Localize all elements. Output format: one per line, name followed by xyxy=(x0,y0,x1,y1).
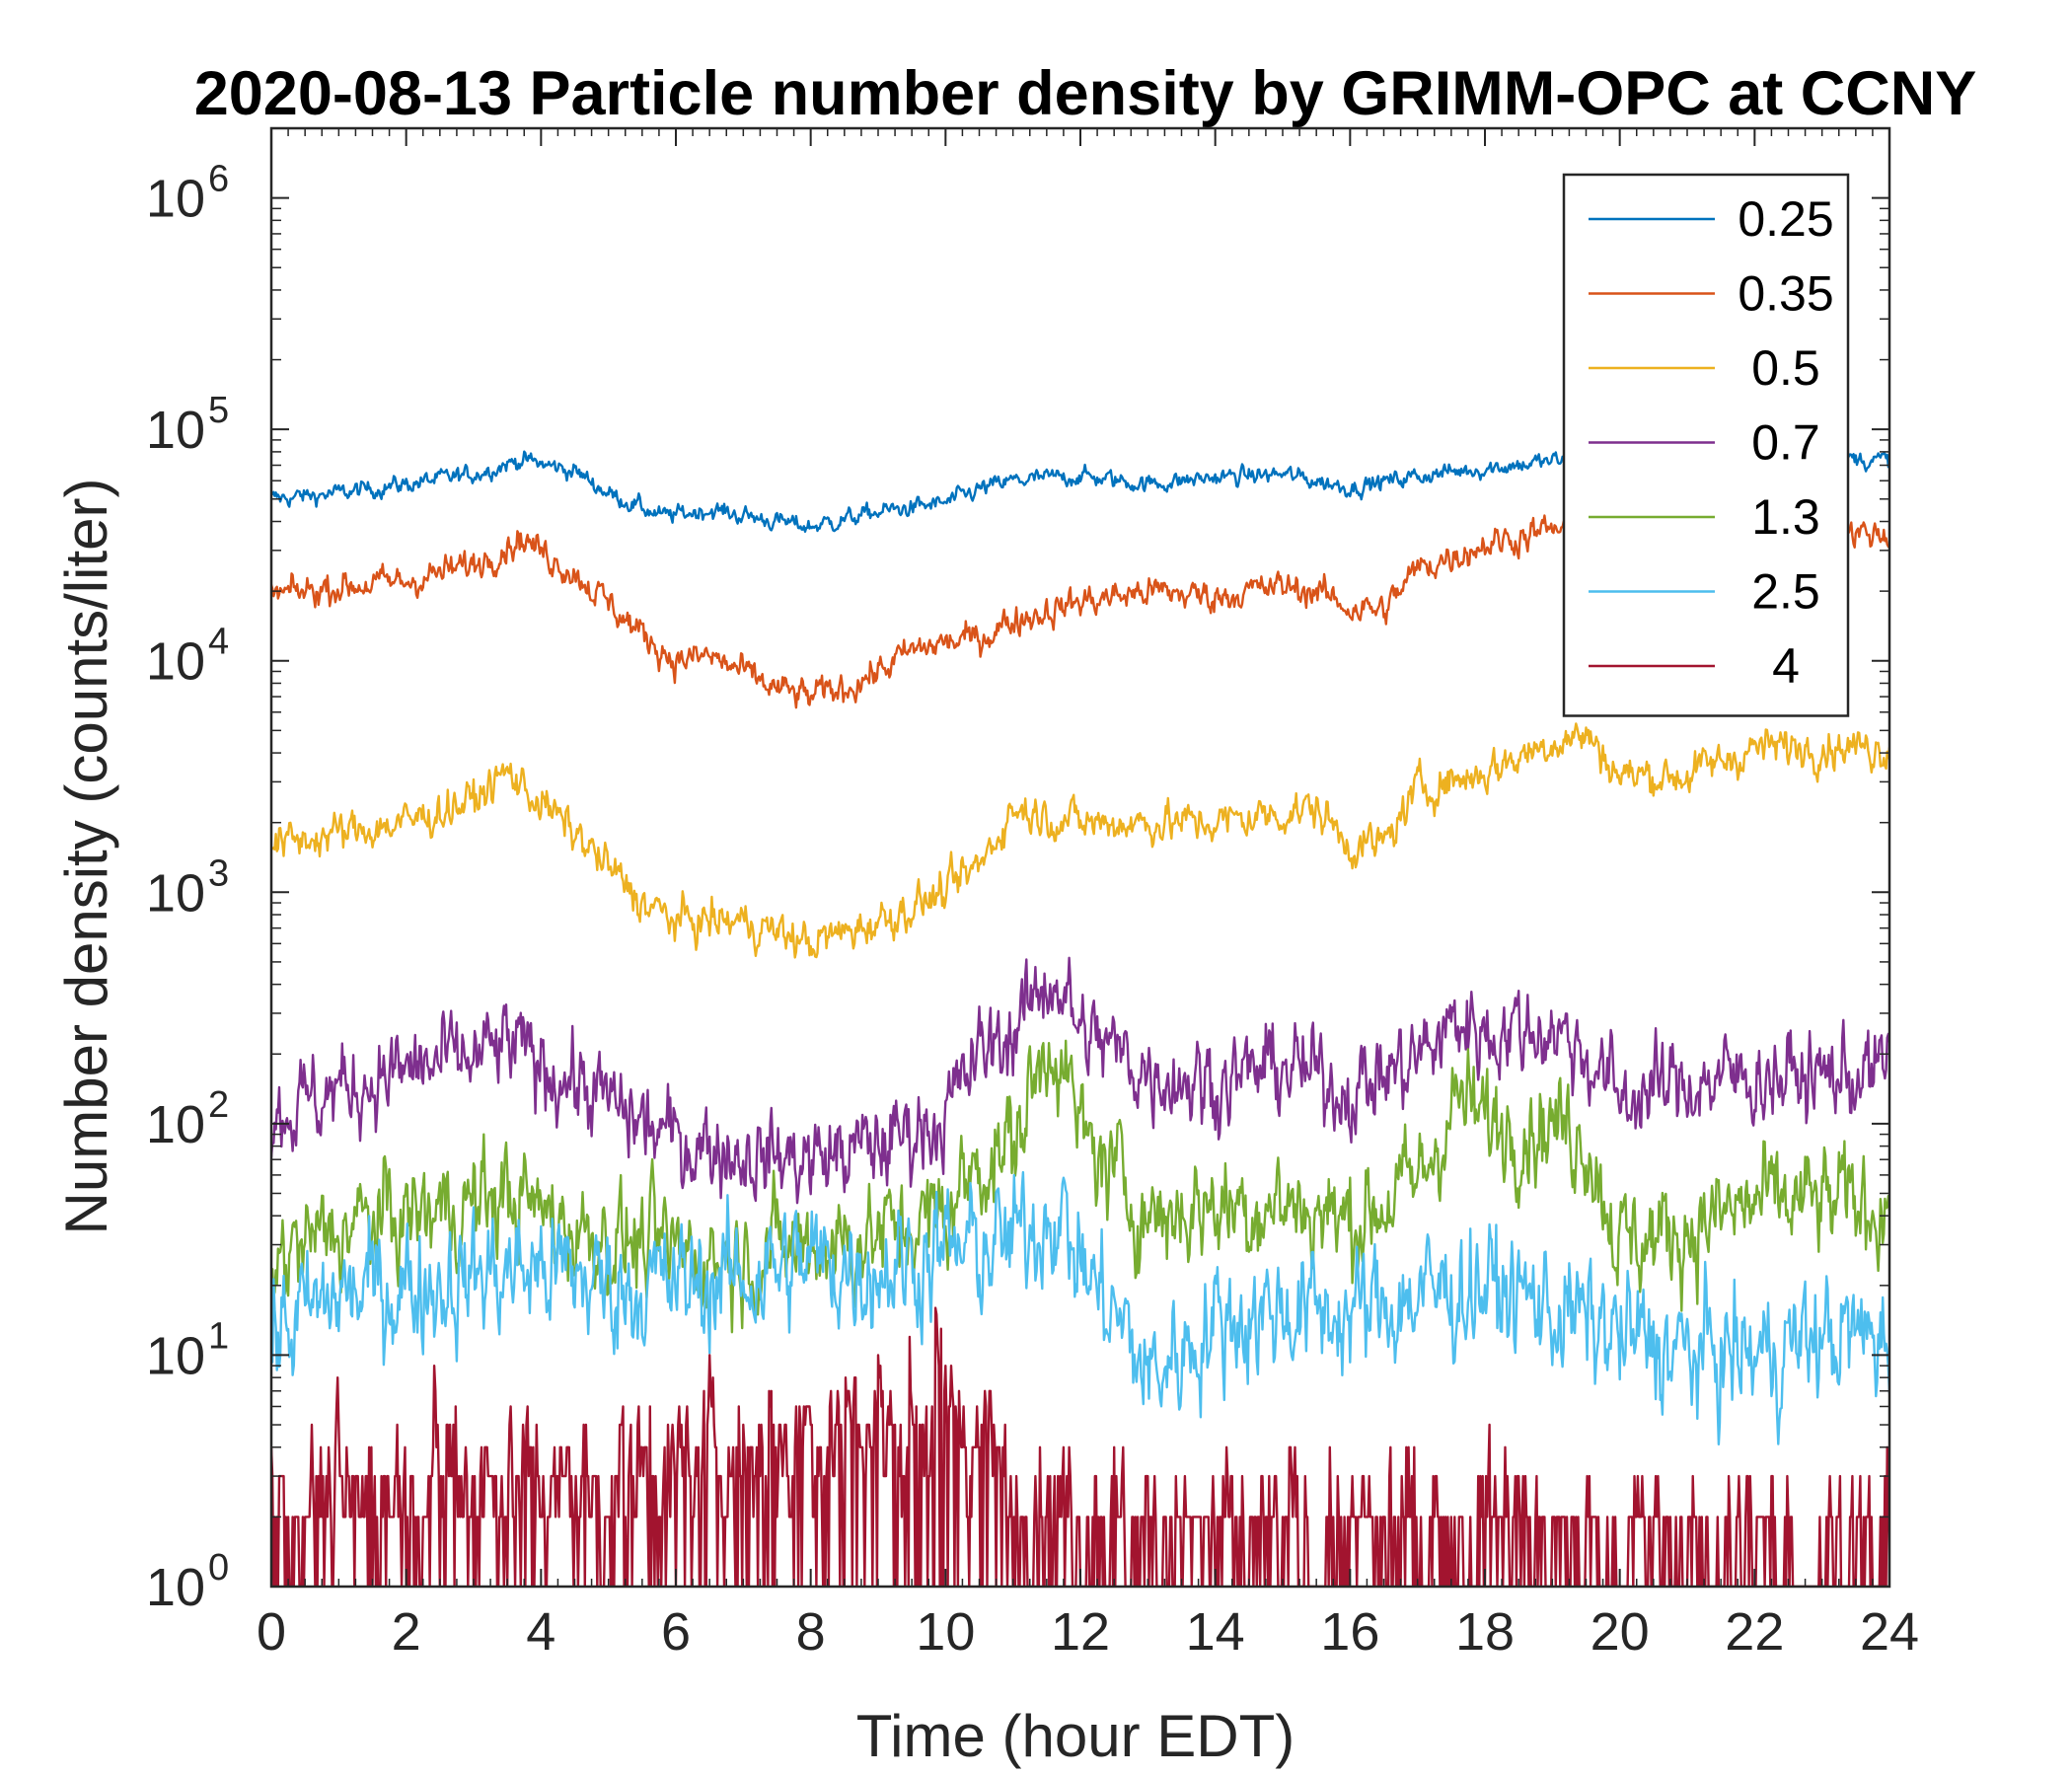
legend-label: 0.25 xyxy=(1738,191,1833,247)
x-tick-label: 0 xyxy=(257,1602,286,1662)
legend-label: 0.5 xyxy=(1751,340,1820,396)
y-tick-label: 10 xyxy=(146,1095,205,1154)
legend-label: 0.35 xyxy=(1738,266,1833,322)
y-tick-label: 10 xyxy=(146,632,205,692)
x-tick-label: 8 xyxy=(796,1602,826,1662)
series-line-1_3 xyxy=(271,1039,1889,1334)
legend-label: 1.3 xyxy=(1751,489,1820,545)
legend-label: 2.5 xyxy=(1751,564,1820,620)
chart-title: 2020-08-13 Particle number density by GR… xyxy=(194,59,1977,128)
x-tick-label: 16 xyxy=(1320,1602,1379,1662)
y-tick-label: 10 xyxy=(146,863,205,923)
legend: 0.25 0.35 0.5 0.7 1.3 2.5 4 xyxy=(1562,173,1850,717)
x-axis-label: Time (hour EDT) xyxy=(856,1703,1295,1769)
y-tick-label: 10 xyxy=(146,170,205,229)
series-line-0_7 xyxy=(271,956,1889,1205)
y-tick-label: 10 xyxy=(146,1558,205,1617)
legend-label: 0.7 xyxy=(1751,415,1820,471)
y-tick-exponent: 0 xyxy=(208,1547,229,1589)
y-axis-label: Number density (counts/liter) xyxy=(53,479,119,1235)
series-group xyxy=(271,442,1889,1587)
legend-label: 4 xyxy=(1772,638,1800,694)
y-tick-exponent: 6 xyxy=(208,159,229,200)
series-line-4 xyxy=(271,1306,1889,1587)
y-tick-exponent: 3 xyxy=(208,852,229,894)
x-tick-label: 14 xyxy=(1186,1602,1245,1662)
y-tick-exponent: 1 xyxy=(208,1315,229,1357)
y-tick-exponent: 4 xyxy=(208,622,229,663)
series-line-0_5 xyxy=(271,722,1889,959)
x-tick-label: 6 xyxy=(661,1602,691,1662)
x-tick-label: 24 xyxy=(1860,1602,1919,1662)
y-tick-label: 10 xyxy=(146,401,205,460)
series-line-2_5 xyxy=(271,1170,1889,1445)
legend-box xyxy=(1562,173,1850,717)
y-tick-exponent: 2 xyxy=(208,1084,229,1126)
x-tick-label: 18 xyxy=(1455,1602,1515,1662)
y-tick-label: 10 xyxy=(146,1326,205,1385)
x-tick-label: 2 xyxy=(392,1602,421,1662)
y-tick-exponent: 5 xyxy=(208,390,229,431)
x-tick-label: 10 xyxy=(916,1602,975,1662)
x-tick-label: 12 xyxy=(1051,1602,1110,1662)
x-tick-label: 22 xyxy=(1725,1602,1784,1662)
x-tick-label: 4 xyxy=(526,1602,555,1662)
x-tick-label: 20 xyxy=(1591,1602,1650,1662)
